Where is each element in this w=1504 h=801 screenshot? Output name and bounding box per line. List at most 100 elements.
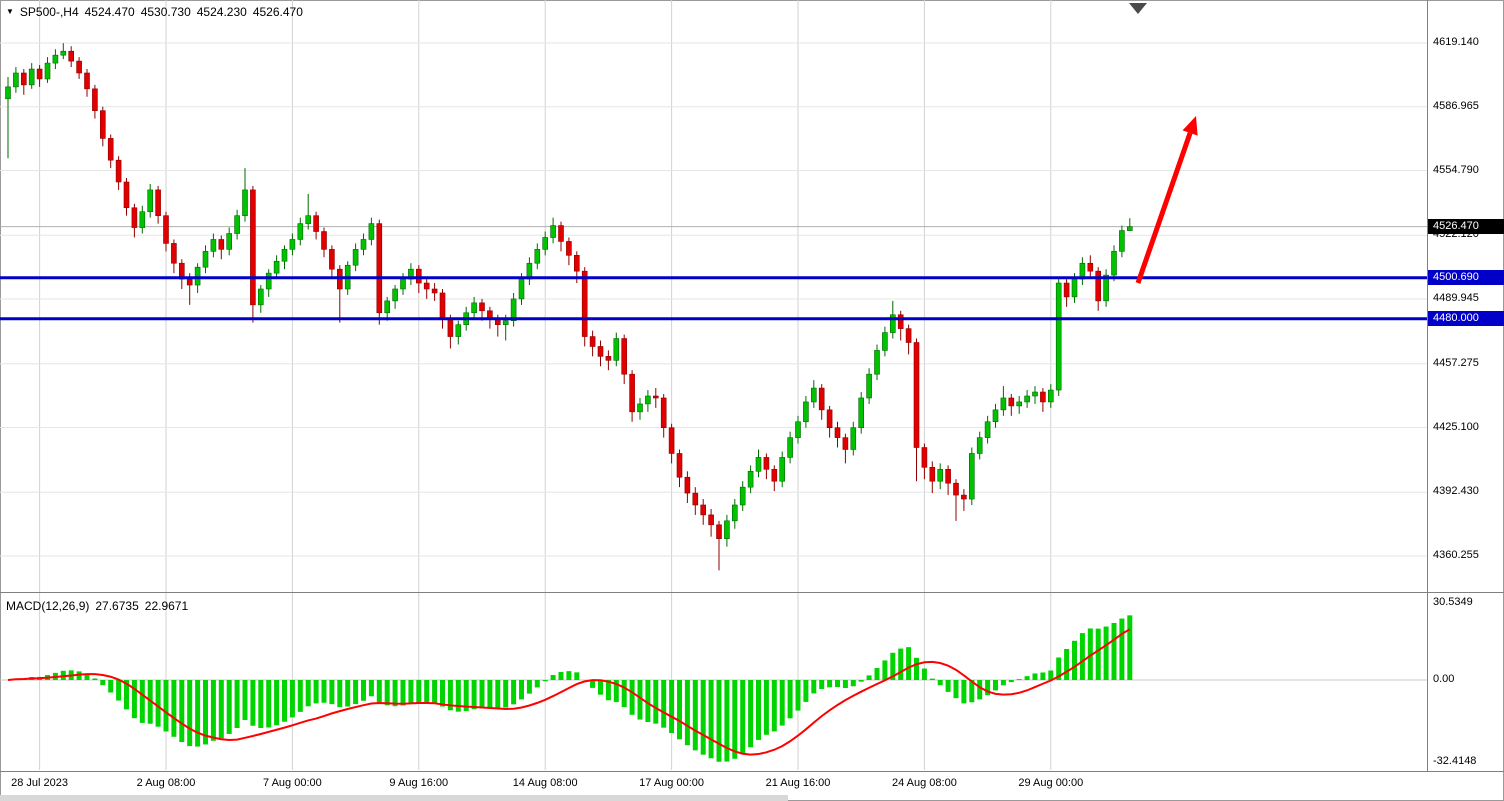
price-axis-label: 4457.275: [1433, 356, 1479, 369]
price-axis[interactable]: 4619.140 4586.965 4554.790 4522.120 4489.945…: [1428, 0, 1504, 771]
macd-histogram-bar: [84, 674, 90, 680]
candle: [573, 255, 580, 272]
candle: [123, 181, 130, 209]
macd-histogram-bar: [645, 680, 651, 723]
macd-histogram-bar: [574, 672, 580, 680]
candle: [795, 421, 801, 438]
candle: [1087, 262, 1094, 272]
candle: [542, 237, 549, 250]
macd-histogram-bar: [653, 680, 659, 724]
macd-histogram-bar: [732, 680, 738, 759]
macd-histogram-bar: [819, 680, 825, 689]
candle: [329, 249, 335, 270]
macd-histogram-bar: [108, 680, 114, 693]
macd-histogram-bar: [874, 668, 880, 680]
macd-histogram-bar: [835, 680, 840, 688]
candle: [1016, 401, 1023, 407]
macd-histogram-bar: [463, 680, 469, 712]
time-axis-label: 17 Aug 00:00: [639, 777, 705, 789]
macd-histogram-bar: [795, 680, 801, 711]
macd-histogram-bar: [898, 648, 904, 680]
grid-layer: [0, 0, 1427, 770]
macd-name: MACD(12,26,9): [6, 599, 90, 613]
candle: [558, 225, 564, 242]
macd-histogram-bar: [1111, 622, 1117, 680]
hline-price-tag: 4480.000: [1428, 311, 1504, 327]
candle: [218, 239, 225, 250]
candle: [313, 215, 319, 232]
macd-histogram-bar: [218, 680, 224, 739]
candle: [115, 159, 122, 183]
candle: [810, 387, 817, 403]
candle: [684, 476, 691, 494]
macd-histogram-bar: [598, 680, 603, 695]
candle: [171, 243, 177, 264]
candle: [747, 470, 754, 488]
macd-axis-label: 30.5349: [1433, 596, 1473, 608]
macd-histogram-bar: [400, 680, 406, 706]
candle: [921, 447, 928, 468]
macd-histogram-bar: [1127, 615, 1133, 680]
macd-histogram-bar: [155, 680, 161, 727]
ohlc-low: 4524.230: [196, 5, 247, 19]
macd-histogram-bar: [503, 680, 509, 708]
macd-histogram-bar: [519, 680, 524, 700]
chart-shift-marker-icon[interactable]: [1129, 3, 1147, 14]
macd-main-value: 27.6735: [95, 599, 139, 613]
symbol-dropdown-icon[interactable]: ▼: [6, 7, 14, 16]
macd-histogram-bar: [1072, 640, 1077, 680]
candle: [992, 409, 999, 423]
candle: [645, 395, 651, 405]
candle: [510, 298, 517, 321]
macd-histogram-bar: [779, 680, 785, 726]
candle: [107, 138, 114, 161]
candle: [826, 409, 833, 429]
macd-histogram-bar: [139, 680, 145, 723]
candle: [629, 373, 635, 413]
macd-histogram-bar: [748, 680, 754, 748]
trend-arrow-shaft[interactable]: [1135, 132, 1193, 284]
candle: [613, 338, 620, 361]
macd-histogram-bar: [858, 680, 864, 682]
macd-histogram-bar: [297, 680, 303, 712]
macd-histogram-bar: [124, 680, 129, 710]
candle: [692, 492, 699, 506]
macd-histogram-bar: [384, 680, 390, 706]
chart-objects-layer: [0, 116, 1427, 321]
macd-histogram-bar: [1064, 649, 1070, 680]
candle: [676, 453, 683, 478]
candle: [605, 356, 612, 361]
macd-histogram-bar: [345, 680, 351, 707]
macd-histogram-bar: [985, 680, 991, 696]
macd-histogram-bar: [866, 675, 872, 680]
macd-histogram-bar: [116, 680, 122, 701]
candle: [257, 288, 264, 306]
trend-arrow-head[interactable]: [1182, 116, 1198, 136]
macd-histogram-bar: [337, 680, 343, 708]
macd-histogram-bar: [740, 680, 746, 754]
candle: [731, 504, 738, 522]
macd-histogram-bar: [1024, 676, 1030, 680]
horizontal-scrollbar[interactable]: [0, 795, 788, 801]
chart-header: ▼ SP500-,H4 4524.470 4530.730 4524.230 4…: [6, 5, 303, 19]
time-axis[interactable]: 28 Jul 2023 2 Aug 08:00 7 Aug 00:00 9 Aug 1…: [0, 772, 1428, 796]
macd-histogram-bar: [1095, 628, 1101, 680]
macd-histogram-bar: [210, 680, 216, 741]
candle: [44, 62, 51, 80]
macd-histogram-bar: [945, 680, 951, 692]
candle: [834, 427, 841, 438]
candle: [447, 318, 454, 337]
candle: [1048, 389, 1054, 403]
macd-histogram-bar: [921, 668, 927, 680]
candle: [976, 437, 983, 454]
ohlc-high: 4530.730: [140, 5, 191, 19]
candle: [163, 215, 169, 244]
macd-histogram-bar: [226, 680, 232, 734]
macd-histogram-bar: [100, 680, 106, 686]
candle: [5, 86, 11, 100]
macd-histogram-bar: [203, 680, 208, 745]
macd-histogram-bar: [416, 680, 422, 704]
macd-histogram-bar: [321, 680, 327, 703]
macd-histogram-bar: [692, 680, 698, 751]
